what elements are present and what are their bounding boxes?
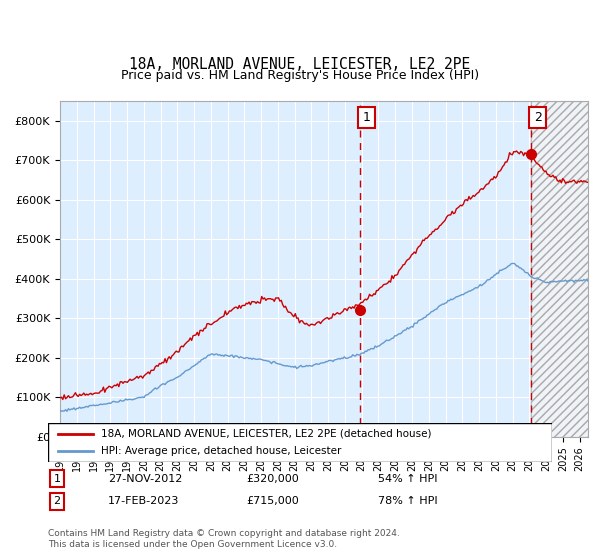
Text: 27-NOV-2012: 27-NOV-2012 — [108, 474, 182, 484]
Text: 18A, MORLAND AVENUE, LEICESTER, LE2 2PE: 18A, MORLAND AVENUE, LEICESTER, LE2 2PE — [130, 57, 470, 72]
Bar — [532, 101, 600, 437]
Text: 2: 2 — [534, 111, 542, 124]
Text: Contains HM Land Registry data © Crown copyright and database right 2024.
This d: Contains HM Land Registry data © Crown c… — [48, 529, 400, 549]
Text: 54% ↑ HPI: 54% ↑ HPI — [378, 474, 437, 484]
Text: HPI: Average price, detached house, Leicester: HPI: Average price, detached house, Leic… — [101, 446, 341, 456]
Text: Price paid vs. HM Land Registry's House Price Index (HPI): Price paid vs. HM Land Registry's House … — [121, 69, 479, 82]
FancyBboxPatch shape — [48, 423, 552, 462]
Text: 78% ↑ HPI: 78% ↑ HPI — [378, 496, 437, 506]
Bar — [532, 101, 600, 437]
Text: £715,000: £715,000 — [246, 496, 299, 506]
Text: 18A, MORLAND AVENUE, LEICESTER, LE2 2PE (detached house): 18A, MORLAND AVENUE, LEICESTER, LE2 2PE … — [101, 429, 431, 439]
Text: 1: 1 — [363, 111, 371, 124]
Text: 17-FEB-2023: 17-FEB-2023 — [108, 496, 179, 506]
Text: 1: 1 — [53, 474, 61, 484]
Text: £320,000: £320,000 — [246, 474, 299, 484]
Text: 2: 2 — [53, 496, 61, 506]
Bar — [532, 101, 600, 437]
Bar — [532, 101, 600, 437]
